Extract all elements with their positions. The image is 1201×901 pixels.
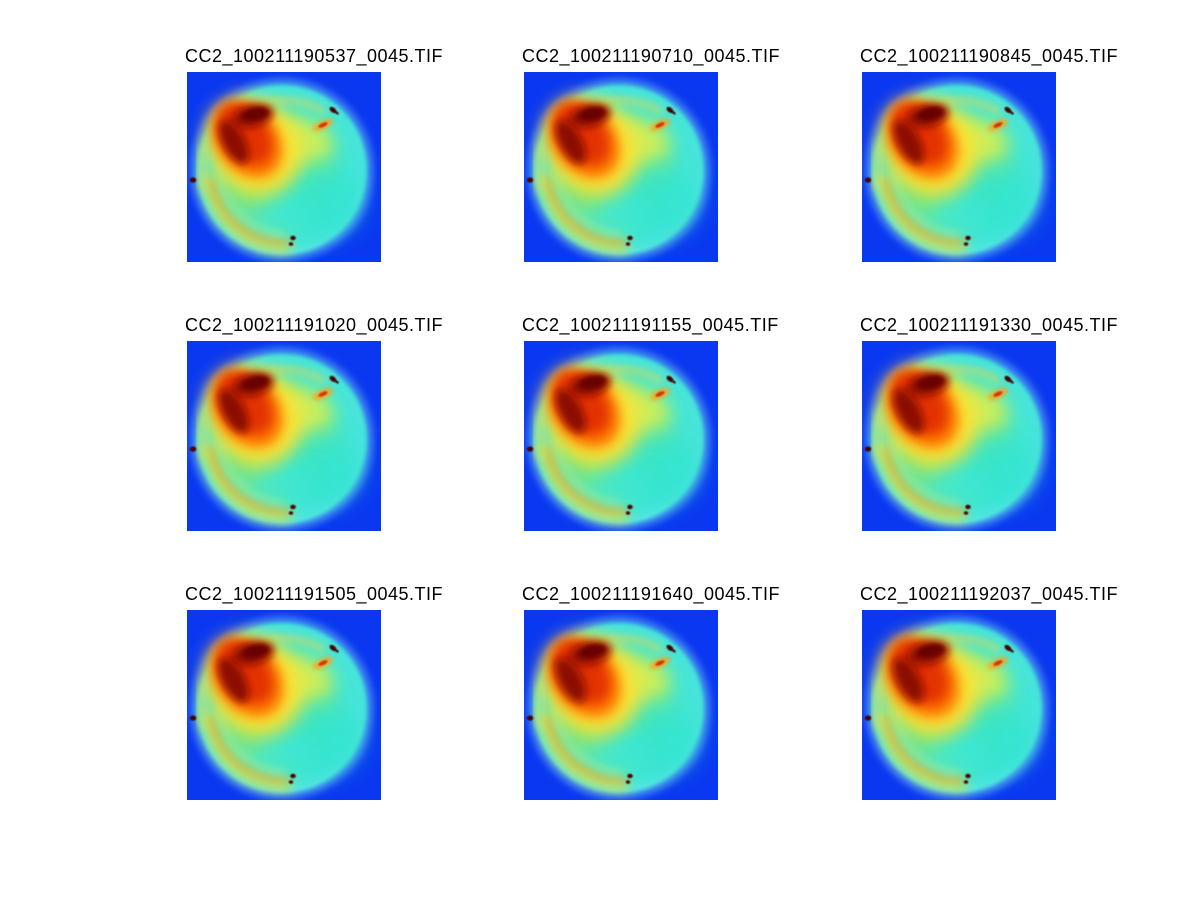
subplot-title: CC2_100211191155_0045.TIF	[522, 315, 779, 335]
subplot-title: CC2_100211191640_0045.TIF	[522, 584, 781, 604]
subplot-title: CC2_100211190710_0045.TIF	[522, 46, 781, 66]
heatmap-image	[524, 610, 718, 800]
heatmap-image	[862, 610, 1056, 800]
heatmap-image	[862, 72, 1056, 262]
heatmap-image	[187, 341, 381, 531]
subplot-panel-9: CC2_100211192037_0045.TIF	[860, 584, 1162, 806]
subplot-panel-3: CC2_100211190845_0045.TIF	[860, 46, 1162, 268]
subplot-panel-2: CC2_100211190710_0045.TIF	[522, 46, 824, 268]
subplot-title: CC2_100211191330_0045.TIF	[860, 315, 1119, 335]
heatmap-image	[862, 341, 1056, 531]
heatmap-image	[524, 72, 718, 262]
heatmap-image	[187, 610, 381, 800]
subplot-panel-7: CC2_100211191505_0045.TIF	[185, 584, 487, 806]
subplot-panel-8: CC2_100211191640_0045.TIF	[522, 584, 824, 806]
subplot-panel-1: CC2_100211190537_0045.TIF	[185, 46, 487, 268]
subplot-title: CC2_100211190845_0045.TIF	[860, 46, 1119, 66]
subplot-title: CC2_100211192037_0045.TIF	[860, 584, 1119, 604]
subplot-panel-4: CC2_100211191020_0045.TIF	[185, 315, 487, 537]
subplot-panel-6: CC2_100211191330_0045.TIF	[860, 315, 1162, 537]
heatmap-image	[524, 341, 718, 531]
heatmap-image	[187, 72, 381, 262]
subplot-title: CC2_100211190537_0045.TIF	[185, 46, 444, 66]
subplot-title: CC2_100211191505_0045.TIF	[185, 584, 444, 604]
subplot-panel-5: CC2_100211191155_0045.TIF	[522, 315, 824, 537]
subplot-title: CC2_100211191020_0045.TIF	[185, 315, 444, 335]
